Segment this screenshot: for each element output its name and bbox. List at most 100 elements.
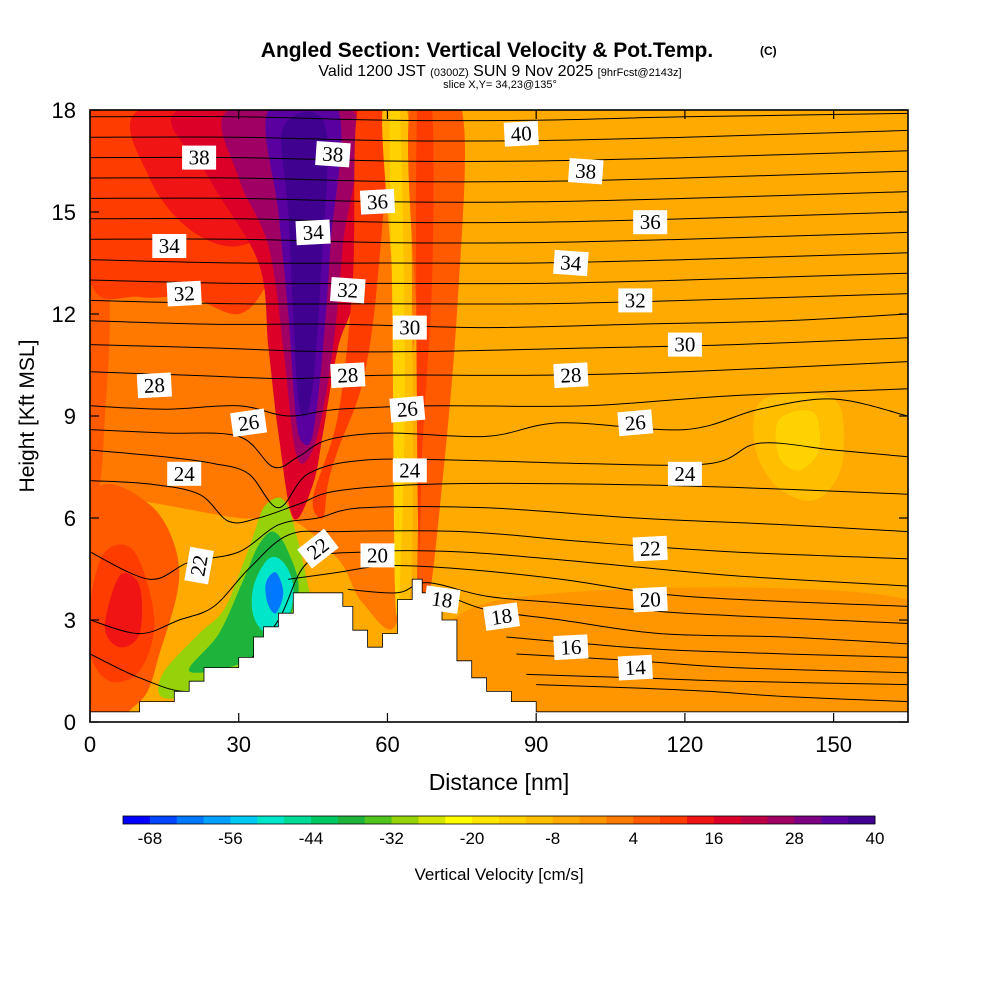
theta-contour-28	[90, 361, 908, 380]
contour-label-36: 36	[633, 210, 668, 235]
colorbar-swatch	[848, 816, 876, 824]
colorbar-tick-label: -20	[460, 829, 485, 848]
contour-label-bg	[295, 219, 331, 246]
contour-label-32: 32	[618, 288, 653, 313]
theta-contour-20	[288, 564, 908, 607]
velocity-region-plume-40	[281, 111, 328, 417]
x-tick-label: 120	[667, 732, 704, 757]
contour-label-text: 38	[574, 158, 597, 183]
contour-label-text: 22	[639, 536, 661, 561]
contour-label-text: 32	[173, 281, 195, 306]
contour-label-22: 22	[632, 535, 668, 562]
contour-label-text: 28	[337, 363, 359, 388]
x-tick-label: 0	[84, 732, 96, 757]
y-tick-label: 9	[64, 404, 76, 429]
contour-label-text: 34	[302, 220, 325, 245]
contour-label-26: 26	[389, 395, 426, 423]
contour-label-20: 20	[632, 586, 668, 613]
x-tick-label: 90	[524, 732, 548, 757]
velocity-region-far-right-pale-core	[775, 410, 821, 471]
colorbar-swatch	[660, 816, 688, 824]
slice-info: slice X,Y= 34,23@135°	[443, 79, 557, 91]
colorbar-swatch	[579, 816, 607, 824]
contour-label-bg	[633, 210, 668, 235]
contour-label-bg	[184, 546, 214, 585]
contour-label-text: 28	[560, 363, 582, 388]
contour-label-text: 24	[674, 462, 696, 486]
y-tick-label: 6	[64, 506, 76, 531]
contour-label-bg	[553, 249, 589, 277]
colorbar-tick-label: -56	[218, 829, 243, 848]
contour-label-34: 34	[295, 219, 331, 246]
velocity-region-low-right-lightening	[434, 587, 908, 722]
colorbar-tick-label: -8	[545, 829, 560, 848]
contour-label-bg	[568, 158, 604, 185]
contour-label-text: 32	[336, 277, 359, 302]
contour-label-bg	[632, 535, 668, 562]
contour-label-bg	[166, 280, 202, 307]
x-tick-label: 60	[375, 732, 399, 757]
colorbar-swatch	[794, 816, 822, 824]
contour-label-bg	[167, 461, 202, 486]
colorbar-swatch	[176, 816, 204, 824]
colorbar-tick-label: 40	[866, 829, 885, 848]
theta-contour-30	[90, 313, 908, 329]
contour-label-14: 14	[617, 654, 653, 681]
contour-label-text: 24	[174, 462, 196, 486]
contour-label-18: 18	[423, 585, 461, 614]
colorbar-label: Vertical Velocity [cm/s]	[414, 865, 583, 884]
theta-contour-14	[536, 684, 908, 703]
contour-label-bg	[667, 461, 702, 486]
colorbar-tick-label: -68	[138, 829, 163, 848]
contour-label-bg	[392, 458, 427, 483]
theta-contour-22	[90, 530, 908, 635]
contour-label-bg	[617, 409, 654, 437]
y-tick-label: 3	[64, 608, 76, 633]
contour-label-bg	[315, 141, 351, 168]
colorbar-swatch	[633, 816, 661, 824]
contour-label-38: 38	[315, 141, 351, 168]
theta-contour-19	[347, 582, 908, 624]
contour-label-text: 22	[185, 553, 212, 578]
colorbar-tick-label: 16	[704, 829, 723, 848]
title-unit-tag: (C)	[760, 44, 777, 58]
contour-label-24: 24	[392, 458, 427, 483]
colorbar-swatch	[123, 816, 151, 824]
theta-contour-39	[90, 129, 908, 142]
contour-label-30: 30	[667, 332, 702, 357]
colorbar-swatch	[687, 816, 715, 824]
contour-label-bg	[423, 585, 461, 614]
colorbar-swatch	[284, 816, 312, 824]
contour-label-bg	[392, 315, 427, 340]
subtitle-date: SUN 9 Nov 2025	[473, 63, 593, 80]
colorbar-swatch	[821, 816, 849, 824]
contour-label-text: 30	[399, 316, 420, 340]
theta-contour-15	[526, 673, 908, 686]
y-tick-label: 15	[52, 200, 76, 225]
y-tick-label: 0	[64, 710, 76, 735]
contour-label-bg	[152, 234, 187, 258]
contour-label-bg	[553, 362, 589, 389]
contour-label-bg	[360, 543, 395, 568]
contour-label-bg	[330, 362, 366, 389]
colorbar-swatch	[257, 816, 285, 824]
colorbar-swatch	[713, 816, 742, 824]
contour-label-28: 28	[553, 362, 589, 389]
contour-label-22: 22	[184, 546, 214, 585]
contour-label-text: 38	[322, 141, 345, 166]
y-tick-label: 12	[52, 302, 76, 327]
colorbar-swatch	[311, 816, 339, 824]
contour-label-32: 32	[330, 277, 366, 304]
contour-label-32: 32	[166, 280, 202, 307]
contour-label-30: 30	[392, 315, 427, 340]
contour-label-text: 26	[396, 396, 419, 422]
contour-label-bg	[330, 277, 366, 304]
colorbar-frame	[122, 815, 876, 825]
contour-label-layer: 38 38 40 38 36 36 34 34 34 32 32 32 30 30 28 28 28 26 26 26…	[136, 120, 702, 681]
contour-label-text: 18	[430, 586, 454, 613]
contour-label-24: 24	[667, 461, 702, 486]
colorbar-swatch	[445, 816, 473, 824]
contour-label-text: 16	[560, 635, 582, 660]
contour-label-text: 34	[560, 250, 583, 275]
